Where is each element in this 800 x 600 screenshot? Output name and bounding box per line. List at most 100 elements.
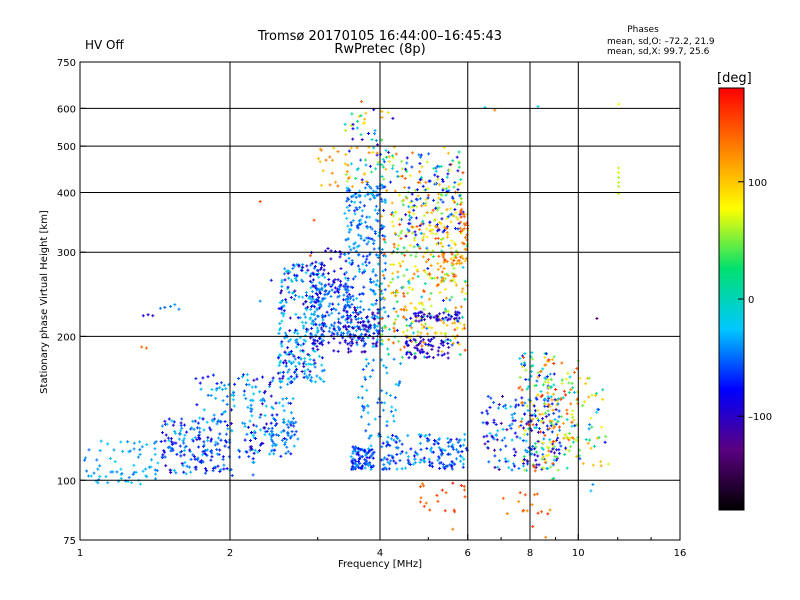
echo-point (265, 422, 268, 426)
echo-point (565, 377, 568, 381)
echo-point (412, 245, 416, 249)
echo-point (404, 195, 408, 199)
echo-point (364, 357, 368, 361)
echo-point (359, 133, 363, 137)
echo-point (445, 260, 449, 264)
echo-point (296, 437, 300, 441)
echo-point (409, 352, 413, 356)
echo-point (303, 360, 307, 364)
echo-point (529, 355, 533, 359)
echo-point (501, 496, 505, 500)
echo-point (444, 331, 448, 335)
echo-point (522, 458, 525, 462)
echo-point (351, 219, 355, 223)
echo-point (545, 424, 549, 428)
echo-point (534, 458, 538, 462)
echo-point (190, 426, 194, 430)
echo-point (252, 423, 256, 427)
echo-point (345, 317, 349, 321)
echo-point (391, 166, 394, 170)
echo-point (461, 327, 465, 331)
echo-point (535, 492, 539, 496)
echo-point (355, 168, 359, 172)
echo-point (465, 448, 469, 452)
echo-point (389, 437, 393, 441)
echo-point (281, 376, 285, 380)
echo-point (379, 289, 383, 293)
echo-point (360, 332, 363, 336)
echo-point (336, 325, 340, 329)
echo-point (558, 425, 561, 429)
echo-point (571, 386, 575, 390)
echo-point (457, 450, 461, 454)
echo-point (415, 188, 419, 192)
echo-point (298, 316, 302, 320)
echo-point (252, 435, 256, 439)
echo-point (463, 348, 467, 352)
echo-point (428, 229, 432, 233)
echo-point (104, 475, 108, 479)
echo-point (406, 344, 410, 348)
echo-point (446, 215, 450, 219)
echo-point (394, 152, 398, 156)
echo-point (445, 323, 449, 327)
echo-point (552, 426, 556, 430)
echo-point (163, 422, 167, 426)
echo-point (147, 465, 151, 469)
echo-point (392, 329, 396, 333)
echo-point (400, 467, 404, 471)
echo-point (594, 391, 598, 395)
echo-point (222, 467, 226, 471)
echo-point (457, 183, 461, 187)
echo-point (534, 396, 538, 400)
echo-point (283, 336, 287, 340)
echo-point (443, 332, 447, 336)
echo-point (396, 275, 400, 279)
echo-point (453, 328, 457, 332)
echo-point (482, 435, 486, 439)
echo-point (548, 405, 552, 409)
echo-point (406, 458, 410, 462)
echo-point (316, 348, 320, 352)
echo-point (441, 317, 445, 320)
echo-point (280, 380, 284, 384)
echo-point (434, 232, 438, 236)
echo-point (293, 433, 297, 437)
stats-line-x: mean, sd,X: 99.7, 25.6 (607, 47, 710, 57)
echo-point (360, 178, 364, 182)
echo-point (544, 535, 548, 539)
echo-point (356, 226, 360, 230)
echo-point (369, 277, 372, 281)
echo-point (357, 114, 361, 118)
echo-point (387, 338, 391, 342)
echo-point (293, 377, 297, 381)
echo-point (324, 289, 328, 293)
echo-point (174, 431, 178, 435)
echo-point (271, 376, 275, 380)
echo-point (420, 165, 424, 169)
echo-point (272, 452, 276, 456)
echo-point (269, 421, 273, 425)
echo-point (441, 200, 445, 204)
echo-point (308, 357, 312, 361)
echo-point (370, 315, 374, 319)
echo-point (525, 468, 528, 472)
echo-point (441, 255, 445, 259)
echo-point (318, 281, 322, 285)
echo-point (564, 448, 568, 452)
echo-point (284, 298, 288, 302)
echo-point (315, 298, 319, 302)
echo-point (311, 304, 315, 307)
echo-point (617, 166, 621, 170)
echo-point (218, 448, 222, 452)
echo-point (345, 300, 349, 304)
echo-point (211, 373, 215, 377)
echo-point (291, 291, 295, 295)
echo-point (449, 279, 453, 283)
echo-point (451, 447, 455, 451)
echo-point (355, 324, 359, 328)
echo-point (194, 465, 198, 469)
echo-point (397, 243, 400, 247)
echo-point (312, 218, 316, 222)
echo-point (458, 262, 461, 266)
